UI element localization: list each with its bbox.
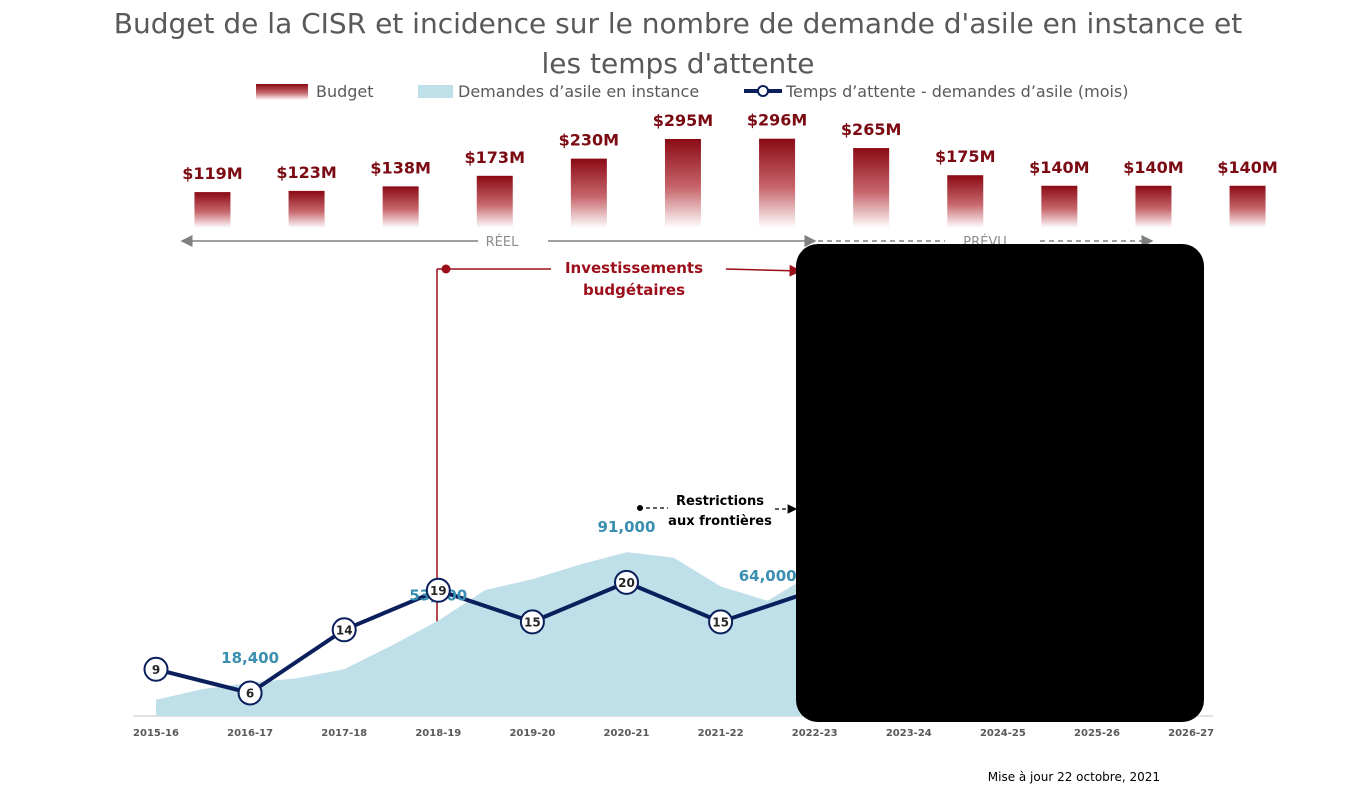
budget-bar [570, 158, 607, 228]
wait-time-marker [425, 577, 451, 603]
x-tick-label: 2025-26 [1074, 728, 1120, 739]
pending-claims-label: 64,000 [739, 567, 797, 585]
investments-label-line-2: budgétaires [583, 281, 685, 299]
wait-time-marker [519, 609, 545, 635]
budget-bar [759, 138, 796, 228]
x-tick-label: 2024-25 [980, 728, 1026, 739]
wait-time-marker [331, 617, 357, 643]
redacted-region [796, 244, 1204, 722]
budget-bar [1135, 185, 1172, 228]
budget-bar [1041, 185, 1078, 228]
chart-title-line-2: les temps d'attente [542, 47, 815, 80]
budget-bar [1229, 185, 1266, 228]
wait-time-label: 19 [430, 584, 447, 598]
pending-claims-label: 91,000 [598, 518, 656, 536]
wait-time-label: 20 [618, 576, 635, 590]
budget-bar-label: $173M [465, 148, 525, 167]
footnote: Mise à jour 22 octobre, 2021 [988, 770, 1160, 784]
restrictions-start-dot [637, 505, 643, 511]
pending-claims-label: 18,400 [221, 649, 279, 667]
budget-bar-label: $140M [1123, 158, 1183, 177]
legend-pending-swatch [418, 85, 453, 98]
restrictions-label-line-2: aux frontières [668, 514, 772, 529]
wait-time-label: 15 [712, 615, 729, 629]
real-label: RÉEL [486, 234, 519, 250]
investments-label-line-1: Investissements [565, 259, 703, 277]
budget-bar [853, 148, 890, 228]
investments-annotation: Investissements budgétaires [436, 259, 802, 625]
investments-line-right [725, 264, 802, 277]
legend-pending-label: Demandes d’asile en instance [458, 82, 699, 101]
x-tick-label: 2020-21 [604, 728, 650, 739]
wait-time-label: 6 [246, 687, 254, 701]
budget-bar-label: $175M [935, 147, 995, 166]
x-tick-label: 2021-22 [698, 728, 744, 739]
budget-bar-label: $140M [1029, 158, 1089, 177]
x-tick-label: 2018-19 [415, 728, 461, 739]
chart-title-line-1: Budget de la CISR et incidence sur le no… [114, 7, 1242, 40]
x-axis-ticks: 2015-16 2016-17 2017-18 2018-19 2019-20 2020-… [133, 728, 1214, 739]
x-tick-label: 2016-17 [227, 728, 273, 739]
budget-bar [382, 186, 419, 228]
legend-wait-marker [757, 85, 769, 97]
budget-bar-label: $119M [182, 164, 242, 183]
x-tick-label: 2019-20 [509, 728, 555, 739]
budget-bars: $119M $123M $138M $173M $230M $295M $296M $265M… [182, 111, 1278, 228]
legend-budget-label: Budget [316, 82, 374, 101]
wait-time-markers: 9 6 14 19 15 20 15 [143, 569, 734, 706]
x-tick-label: 2022-23 [792, 728, 838, 739]
wait-time-label: 14 [336, 623, 353, 637]
restrictions-label-line-1: Restrictions [676, 494, 764, 509]
investments-start-dot [441, 264, 451, 274]
budget-bar [947, 175, 984, 228]
budget-bar-label: $123M [276, 163, 336, 182]
wait-time-label: 15 [524, 615, 541, 629]
budget-bar-label: $295M [653, 111, 713, 130]
x-tick-label: 2015-16 [133, 728, 179, 739]
wait-time-marker [708, 609, 734, 635]
budget-bar-label: $140M [1217, 158, 1277, 177]
budget-bar [288, 190, 325, 228]
budget-bar-label: $230M [559, 131, 619, 150]
budget-bar-label: $296M [747, 111, 807, 130]
budget-bar-label: $265M [841, 120, 901, 139]
wait-time-marker [614, 569, 639, 595]
restrictions-annotation: Restrictions aux frontières [637, 494, 798, 529]
legend: Budget Demandes d’asile en instance Temp… [256, 82, 1129, 101]
wait-time-marker [143, 656, 169, 682]
legend-wait-label: Temps d’attente - demandes d’asile (mois… [785, 82, 1129, 101]
budget-bar [664, 138, 701, 228]
pending-claims-area [156, 552, 862, 716]
wait-time-line [155, 580, 816, 695]
x-tick-label: 2026-27 [1168, 728, 1214, 739]
legend-budget-swatch [256, 84, 308, 100]
wait-time-marker [237, 680, 263, 706]
budget-bar [476, 175, 513, 228]
wait-time-label: 9 [152, 663, 160, 677]
x-tick-label: 2017-18 [321, 728, 367, 739]
x-tick-label: 2023-24 [886, 728, 932, 739]
budget-bar [194, 192, 231, 228]
budget-bar-label: $138M [370, 158, 430, 177]
